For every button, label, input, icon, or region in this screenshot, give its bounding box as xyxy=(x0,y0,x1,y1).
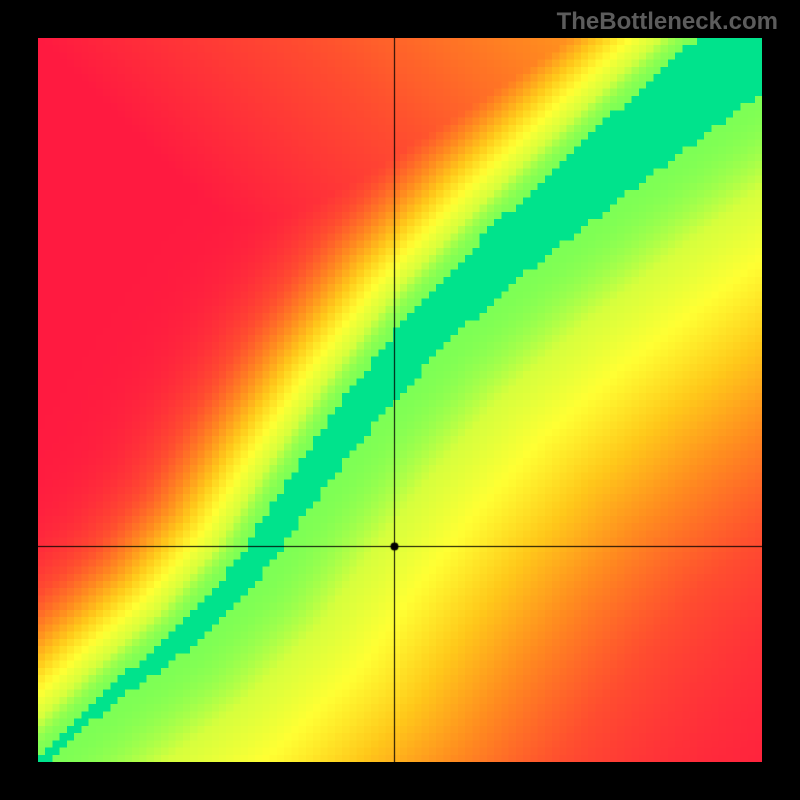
watermark-text: TheBottleneck.com xyxy=(557,8,778,36)
chart-container: TheBottleneck.com xyxy=(0,0,800,800)
crosshair-overlay xyxy=(38,38,762,762)
